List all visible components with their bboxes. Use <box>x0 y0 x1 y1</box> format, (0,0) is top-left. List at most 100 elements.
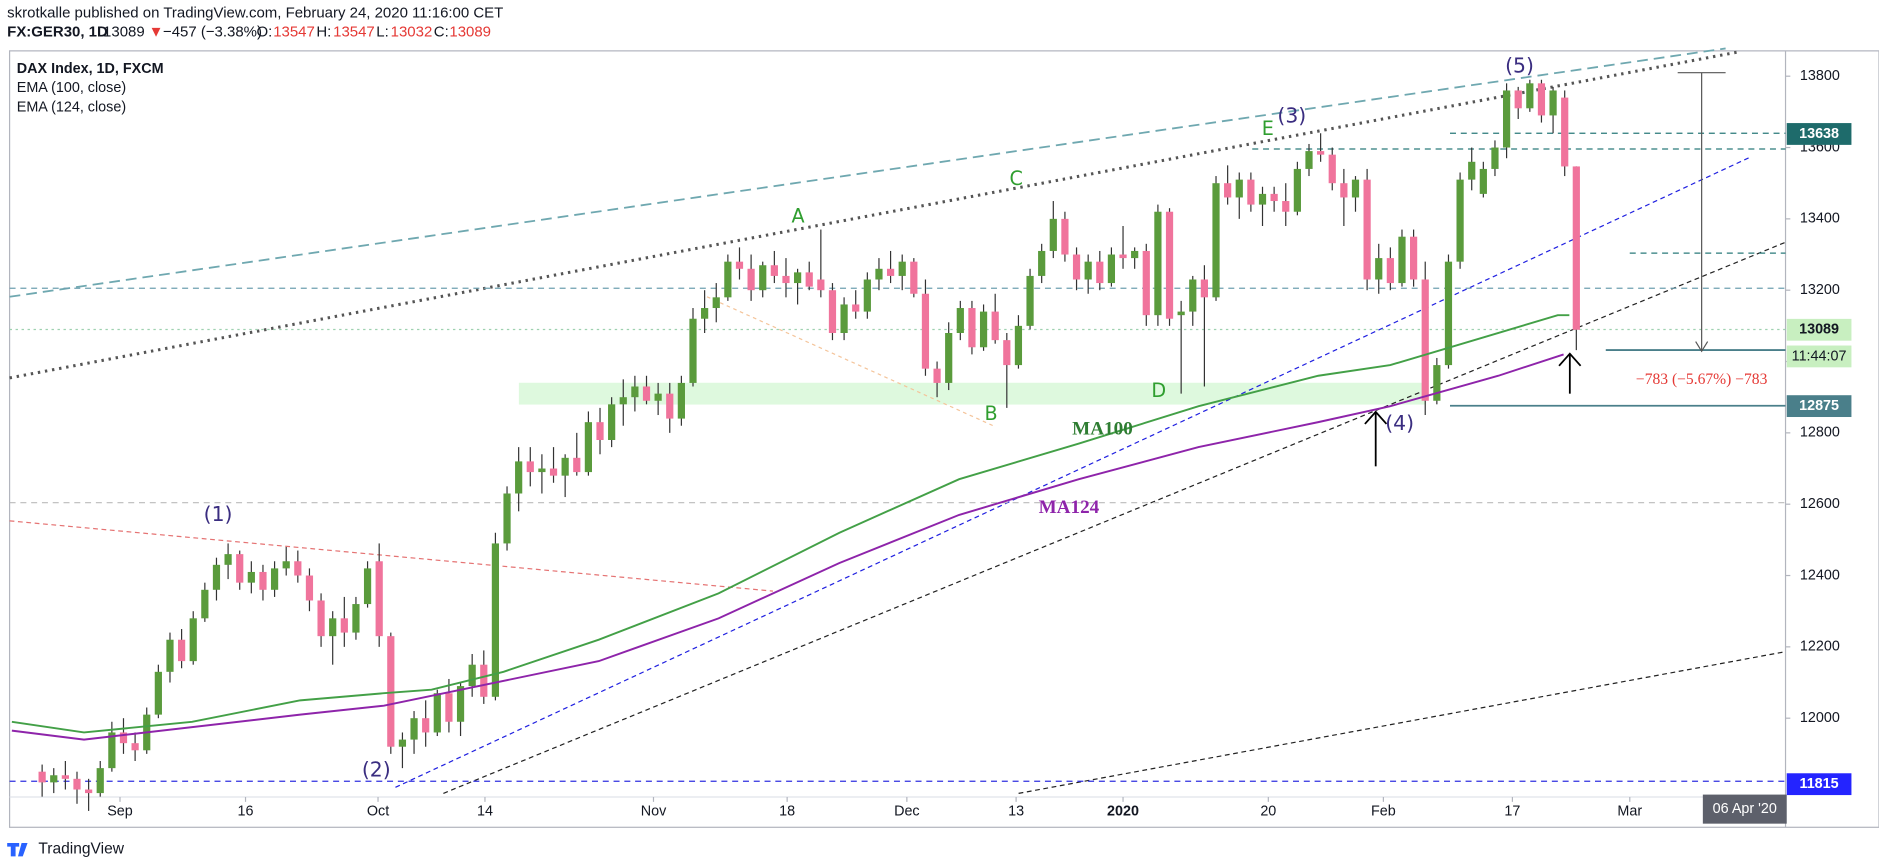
candle-body <box>666 393 674 419</box>
candle-body <box>1026 275 1034 326</box>
candle-body <box>456 686 465 722</box>
price-badge: 13638 <box>1799 126 1839 142</box>
symbol: FX:GER30, 1D <box>7 24 108 41</box>
candle-body <box>770 265 778 276</box>
resistance-dotted <box>9 50 1738 380</box>
candle-body <box>1061 218 1069 255</box>
candle-body <box>584 422 592 473</box>
candle-body <box>38 771 46 783</box>
abc-label: E <box>1262 117 1274 140</box>
candle-body <box>515 461 523 494</box>
low-value: 13032 <box>391 24 433 41</box>
open-label: O: <box>256 24 272 41</box>
x-tick-label: 13 <box>1008 803 1024 819</box>
candle-body <box>1258 193 1267 205</box>
trend-blue <box>395 156 1750 788</box>
range-label: −783 (−5.67%) −783 <box>1636 371 1768 388</box>
candle-body <box>945 332 953 383</box>
candle-body <box>96 768 104 794</box>
candle-body <box>189 618 197 662</box>
candle-body <box>1224 183 1232 198</box>
candle-body <box>259 571 267 590</box>
candle-body <box>782 275 790 284</box>
y-tick-label: 12200 <box>1800 639 1840 655</box>
candle-body <box>1537 83 1546 116</box>
ema-line <box>11 314 1570 734</box>
candle-body <box>1142 250 1150 316</box>
y-tick-label: 13200 <box>1800 282 1840 298</box>
candle-body <box>1293 168 1301 212</box>
price-badge: 11815 <box>1800 776 1839 792</box>
high-value: 13547 <box>333 24 375 41</box>
candle-body <box>1386 258 1394 284</box>
candle-body <box>61 775 69 779</box>
logo <box>7 843 28 857</box>
high-label: H: <box>316 24 331 41</box>
price-badge: 12875 <box>1799 398 1839 414</box>
candle-body <box>201 589 209 619</box>
candle-body <box>154 671 162 715</box>
candle-body <box>1038 250 1046 276</box>
candle-body <box>526 461 534 473</box>
wave-label: (4) <box>1385 411 1414 435</box>
x-tick-label: 18 <box>779 803 795 819</box>
abc-label: B <box>984 402 997 425</box>
candle-body <box>1084 261 1092 280</box>
abc-label: D <box>1151 379 1166 402</box>
candle-body <box>852 304 860 312</box>
candle-body <box>224 554 232 565</box>
x-tick-label: 16 <box>238 803 254 819</box>
x-tick-label: Feb <box>1371 803 1396 819</box>
candle-body <box>747 268 755 291</box>
candle-body <box>166 639 174 672</box>
candle-body <box>1502 90 1511 148</box>
candle-body <box>1072 254 1081 280</box>
candle-body <box>282 561 290 569</box>
candle-body <box>631 386 639 398</box>
candle-body <box>468 664 476 687</box>
channel-top <box>9 47 1726 298</box>
range-head <box>1695 341 1709 353</box>
candle-body <box>1049 218 1057 251</box>
low-label: L: <box>376 24 388 41</box>
candle-body <box>968 308 976 348</box>
wave-label: (1) <box>204 502 233 526</box>
candle-body <box>1200 279 1208 298</box>
candle-body <box>863 279 871 312</box>
candle-body <box>1189 279 1197 312</box>
countdown-bg <box>1786 345 1852 368</box>
candle-body <box>247 571 255 583</box>
candle-body <box>1572 166 1580 330</box>
candle-body <box>1247 179 1255 205</box>
candle-body <box>805 272 813 287</box>
plot: 1200012200124001260012800130001320013400… <box>11 68 1852 819</box>
candle-body <box>1351 179 1360 198</box>
candle-body <box>1131 250 1139 259</box>
candle-body <box>398 739 407 747</box>
candle-body <box>131 743 139 751</box>
close-label: C: <box>434 24 449 41</box>
candle-body <box>236 554 244 583</box>
footer-brand: TradingView <box>38 840 124 857</box>
price-badge-bg <box>1786 123 1852 145</box>
x-tick-label: 14 <box>477 803 493 819</box>
y-tick-label: 12000 <box>1800 710 1840 726</box>
candle-body <box>642 386 651 401</box>
candle-body <box>480 664 488 697</box>
last-price-badge-bg <box>1786 318 1852 341</box>
candle-body <box>212 564 221 590</box>
candle-body <box>573 457 581 473</box>
legend-entry: EMA (100, close) <box>17 80 126 96</box>
x-tick-label: Nov <box>641 803 667 819</box>
candle-body <box>701 308 709 319</box>
candle-body <box>538 468 546 473</box>
candle-body <box>1433 365 1441 401</box>
candle-body <box>1375 258 1383 280</box>
x-tick-label: 2020 <box>1107 803 1139 819</box>
price-badge-bg <box>1786 395 1852 418</box>
candle-body <box>712 297 720 309</box>
candle-body <box>433 693 441 733</box>
wave-label: (3) <box>1277 103 1306 127</box>
candle-body <box>1212 183 1220 298</box>
